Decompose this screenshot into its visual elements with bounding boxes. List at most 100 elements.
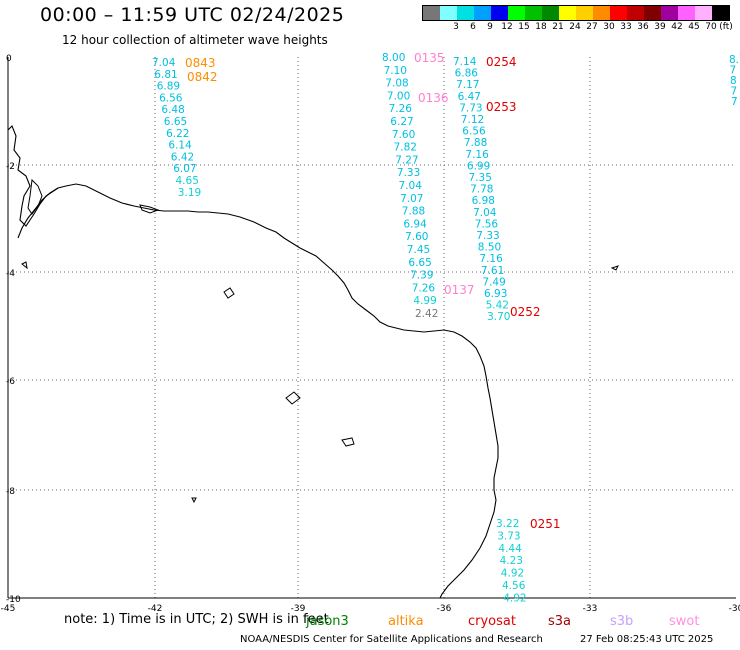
wave-height-value: 4.99 [413,295,436,307]
pass-time-label: 0251 [530,517,561,531]
satellite-legend-s3a: s3a [548,614,572,629]
legend-swatch [559,6,576,20]
footnote: note: 1) Time is in UTC; 2) SWH is in fe… [64,612,329,627]
legend-tick-label: 12 [501,22,513,32]
wave-height-value: 4.56 [502,580,526,592]
satellite-legend-swot: swot [669,614,700,629]
wave-height-value: 7.04 [152,57,176,69]
wave-height-value: 6.65 [408,257,431,269]
wave-height-value: 4.92 [503,592,526,604]
wave-height-value: 6.22 [166,128,189,140]
wave-height-value: 7.39 [410,270,433,282]
altimeter-tracks: 7.046.816.896.566.486.656.226.146.426.07… [152,51,740,604]
wave-height-value: 6.93 [484,288,507,300]
legend-swatch [661,6,678,20]
pass-time-label: 0136 [418,91,449,105]
wave-height-value: 7 [730,65,737,77]
legend-swatch [678,6,695,20]
legend-tick-label: 15 [518,22,530,32]
axis-tick-labels: -45 -42 -39 -36 -33 -30 0 -2 -4 -6 -8 -10 [1,54,740,614]
y-tick-label: -6 [6,377,15,387]
wave-height-value: 6.98 [472,195,495,207]
legend-swatch [695,6,712,20]
wave-height-value: 6.81 [154,69,177,81]
wave-height-value: 6.48 [161,104,184,116]
wave-height-value: 7.61 [481,265,504,277]
wave-height-value: 7.26 [412,282,436,294]
legend-tick-label: 45 [688,22,700,32]
pass-time-label: 0253 [486,100,517,114]
wave-height-value: 4.23 [500,555,523,567]
wave-height-value: 3.22 [496,518,519,530]
legend-swatch [474,6,491,20]
legend-swatch [457,6,474,20]
y-tick-label: -8 [6,487,15,497]
altimeter-pass[interactable]: 8.77877 [729,54,740,108]
wave-height-value: 7.26 [389,103,413,115]
wave-height-value: 7.07 [400,193,423,205]
legend-tick-label: 36 [637,22,649,32]
wave-height-value: 6.86 [455,68,479,80]
wave-height-value: 6.99 [467,160,490,172]
estuary-detail [139,204,160,214]
legend-tick-label: 18 [535,22,547,32]
y-tick-label: -10 [6,595,21,605]
coastline [7,125,619,599]
wave-height-value: 7.12 [461,114,484,126]
wave-height-value: 7.45 [407,244,430,256]
wave-height-value: 7.60 [392,129,415,141]
x-tick-label: -33 [583,604,598,614]
legend-swatch [593,6,610,20]
legend-swatch [542,6,559,20]
x-tick-label: -42 [148,604,163,614]
legend-swatch [712,6,729,20]
fernando-de-noronha [285,391,301,405]
wave-height-value: 6.94 [403,218,427,230]
amapa-coast [7,125,59,227]
map-frame [7,57,736,599]
x-tick-label: -45 [1,604,16,614]
legend-tick-label: 39 [654,22,666,32]
legend-tick-label: 3 [453,22,459,32]
brazil-coastline [17,183,499,599]
legend-tick-label: 9 [487,22,493,32]
wave-height-value: 6.42 [171,151,194,163]
satellite-legend-cryosat: cryosat [468,614,516,629]
altimeter-pass[interactable]: 8.007.107.087.007.266.277.607.827.277.33… [382,51,475,320]
legend-color-bar [422,5,730,21]
satellite-legend-s3b: s3b [610,614,634,629]
wave-height-value: 7 [731,86,738,98]
wave-height-value: 7.78 [470,184,493,196]
wave-height-value: 6.56 [159,92,183,104]
altimeter-pass[interactable]: 7.146.867.176.477.737.126.567.887.166.99… [453,55,541,323]
wave-height-value: 6.47 [458,91,481,103]
wave-height-value: 7.16 [465,149,489,161]
wave-height-value: 8.00 [382,52,405,64]
atol-das-rocas [223,287,235,299]
wave-height-value: 7 [731,96,738,108]
legend-swatch [491,6,508,20]
legend-tick-label: 70 [705,22,717,32]
legend-tick-label: 21 [552,22,564,32]
island-small-4 [191,497,197,504]
wave-height-value: 7.73 [459,102,482,114]
page-subtitle: 12 hour collection of altimeter wave hei… [62,33,328,47]
wave-height-value: 7.14 [453,56,477,68]
satellite-legend-jason3: jason3 [306,614,349,629]
legend-labels: 3 6 9 12 15 18 21 24 27 30 33 36 39 42 45 70 (ft) [422,22,740,36]
credit-text: NOAA/NESDIS Center for Satellite Applica… [240,634,543,645]
y-tick-label: 0 [6,54,12,64]
wave-height-value: 7.00 [387,90,410,102]
wave-height-value: 7.04 [473,207,497,219]
legend-swatch [440,6,457,20]
wave-height-value: 7.82 [394,142,417,154]
wave-height-value: 7.08 [385,78,408,90]
wave-height-value: 6.07 [173,163,196,175]
wave-height-value: 4.92 [501,568,524,580]
satellite-legend-altika: altika [388,614,424,629]
y-tick-label: -4 [6,269,15,279]
island-small-1 [341,437,355,447]
altimeter-pass[interactable]: 7.046.816.896.566.486.656.226.146.426.07… [152,56,218,199]
